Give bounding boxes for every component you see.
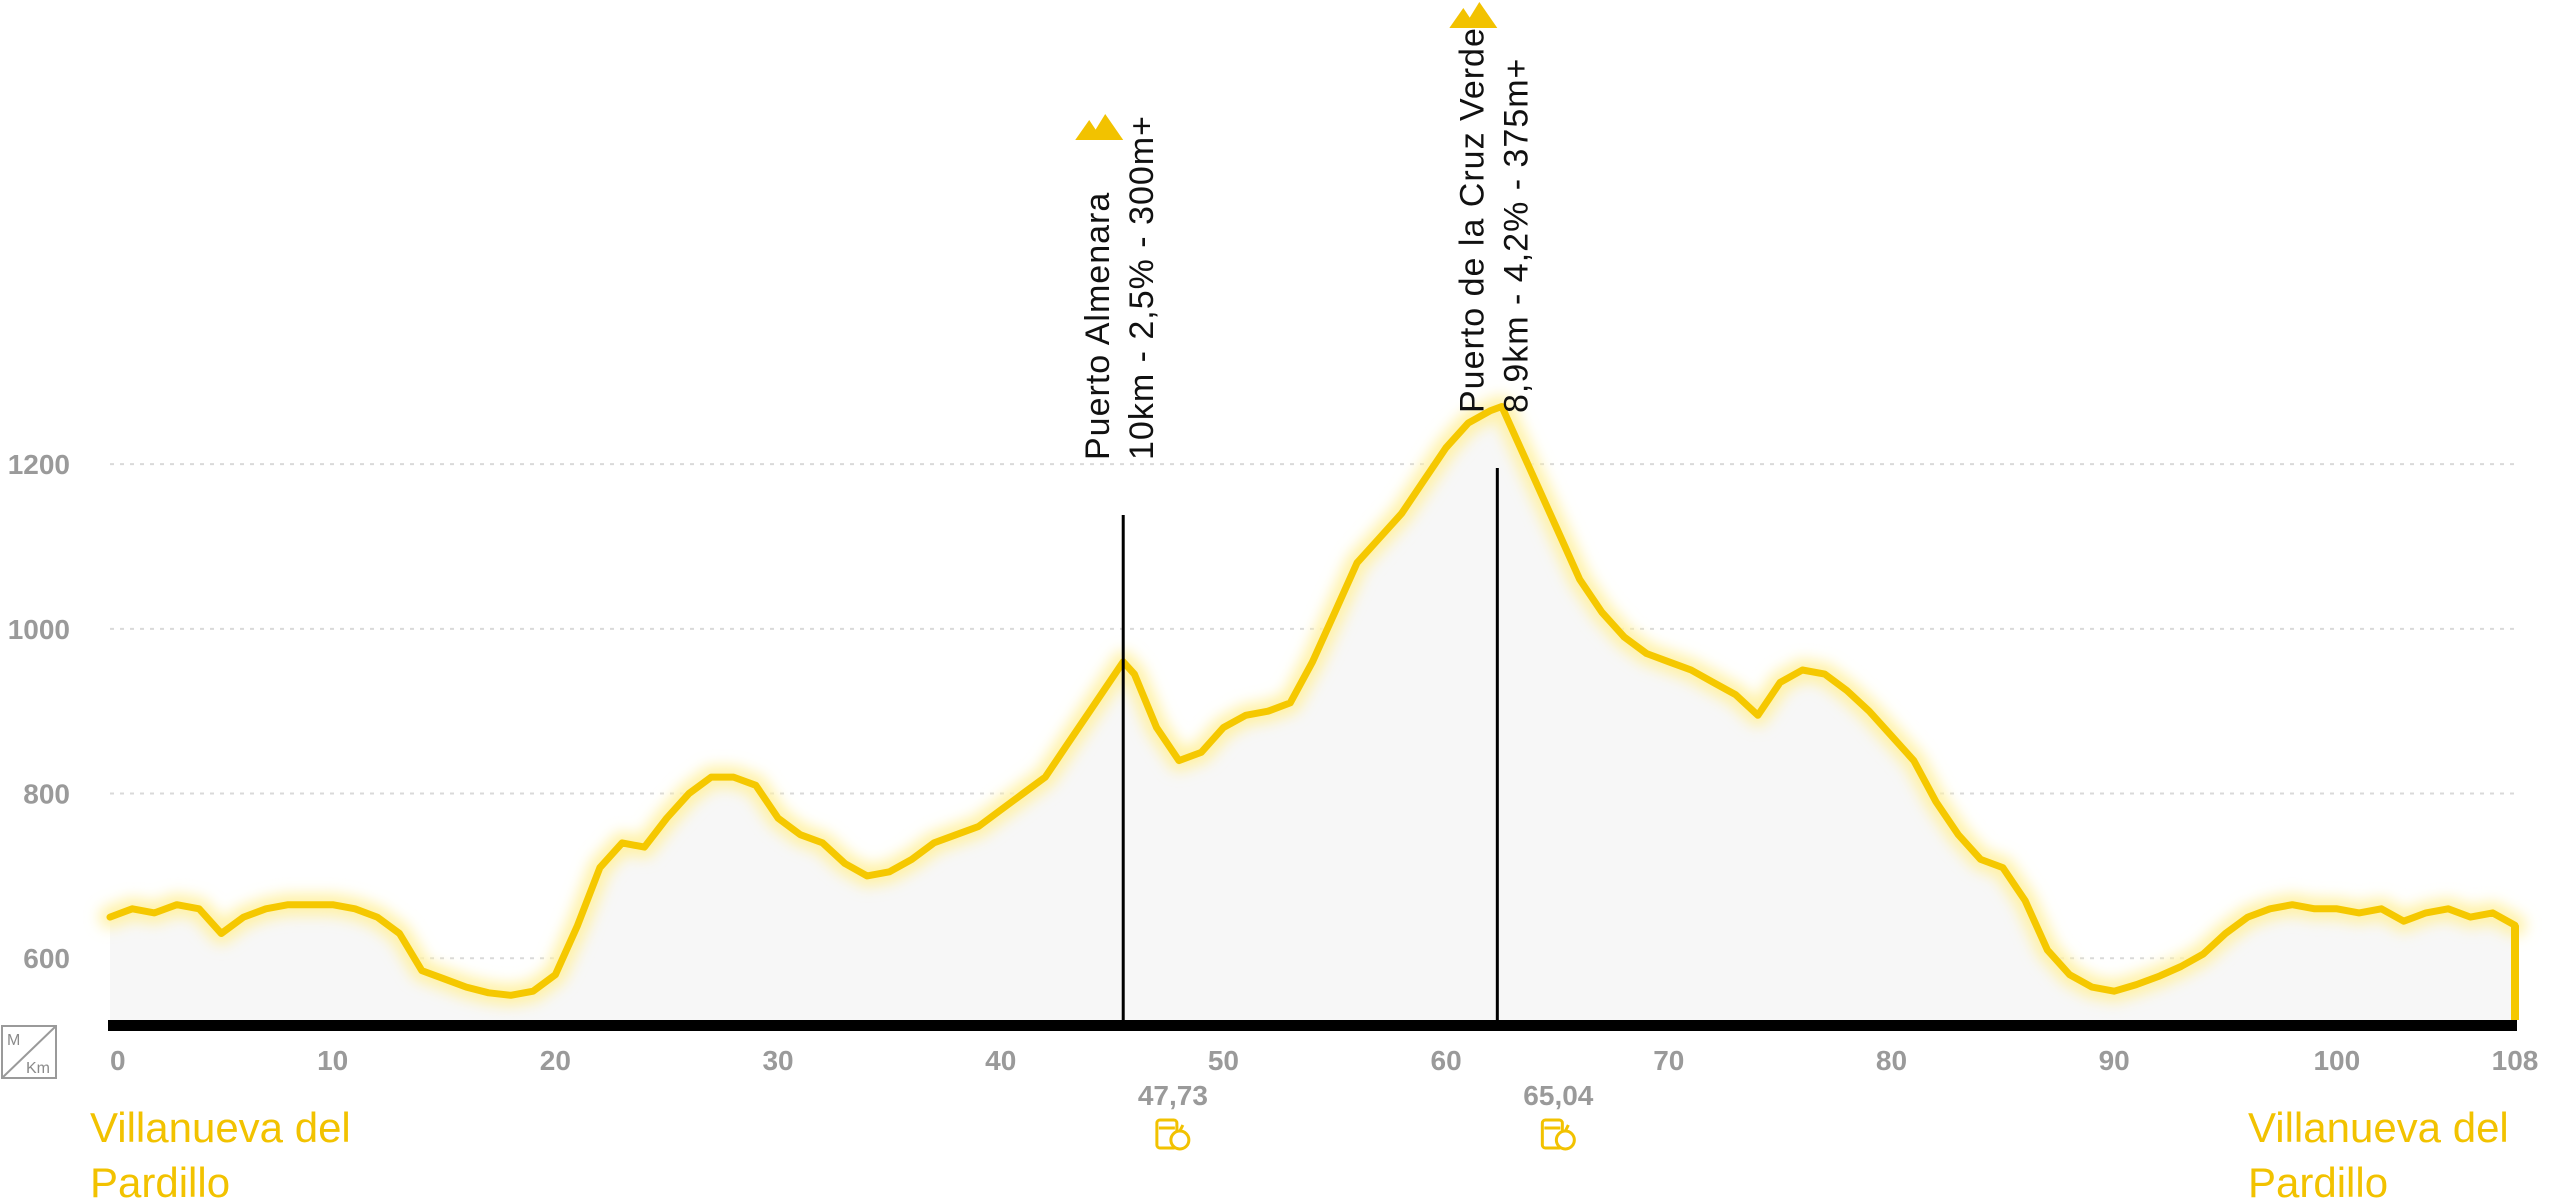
- x-tick-label: 30: [762, 1045, 793, 1076]
- baseline: [108, 1020, 2517, 1031]
- y-tick-label: 800: [23, 779, 70, 810]
- climb-detail: 10km - 2,5% - 300m+: [1123, 115, 1161, 460]
- x-tick-label: 80: [1876, 1045, 1907, 1076]
- y-axis: 600 800 1000 1200: [8, 449, 70, 974]
- elevation-profile: [99, 395, 2526, 1020]
- climb-name: Puerto Almenara: [1079, 192, 1117, 460]
- x-tick-label: 60: [1431, 1045, 1462, 1076]
- baseline-bar: [108, 1020, 2517, 1031]
- profile-line: [106, 403, 2519, 999]
- feed-zone-icon: [1540, 1118, 1576, 1151]
- x-axis: 0 10 20 30 40 50 60 70 80 90 100 108: [110, 1045, 2538, 1076]
- x-tick-label: 70: [1653, 1045, 1684, 1076]
- mountain-icon: [1075, 114, 1124, 140]
- feed-zone-km: 47,73: [1138, 1080, 1208, 1111]
- y-tick-label: 1000: [8, 614, 70, 645]
- unit-box: M Km: [1, 1025, 57, 1079]
- x-tick-label: 10: [317, 1045, 348, 1076]
- x-tick-label: 0: [110, 1045, 126, 1076]
- x-tick-label: 40: [985, 1045, 1016, 1076]
- climb-name: Puerto de la Cruz Verde: [1453, 27, 1491, 413]
- x-tick-label: 100: [2313, 1045, 2360, 1076]
- mountain-icon: [1449, 2, 1498, 28]
- feed-zones: 47,73 65,04: [1138, 1080, 1594, 1151]
- x-tick-label: 90: [2099, 1045, 2130, 1076]
- start-place-line1: Villanueva del: [90, 1104, 351, 1151]
- climb-label: Puerto de la Cruz Verde 8,9km - 4,2% - 37…: [1453, 27, 1535, 413]
- x-tick-label: 20: [540, 1045, 571, 1076]
- unit-km-label: Km: [26, 1060, 50, 1077]
- finish-place-line1: Villanueva del: [2248, 1104, 2509, 1151]
- climb-markers: Puerto Almenara 10km - 2,5% - 300m+ Puerto…: [1075, 2, 1535, 1020]
- feed-zone-km: 65,04: [1523, 1080, 1593, 1111]
- feed-zone-icon: [1155, 1118, 1191, 1151]
- start-place-line2: Pardillo: [90, 1159, 230, 1203]
- finish-place-line2: Pardillo: [2248, 1159, 2388, 1203]
- unit-meters-label: M: [7, 1032, 20, 1049]
- profile-area: [110, 406, 2515, 1020]
- y-tick-label: 1200: [8, 449, 70, 480]
- climb-label: Puerto Almenara 10km - 2,5% - 300m+: [1079, 115, 1161, 460]
- x-tick-label: 108: [2492, 1045, 2539, 1076]
- climb-detail: 8,9km - 4,2% - 375m+: [1497, 58, 1535, 413]
- x-tick-label: 50: [1208, 1045, 1239, 1076]
- y-tick-label: 600: [23, 943, 70, 974]
